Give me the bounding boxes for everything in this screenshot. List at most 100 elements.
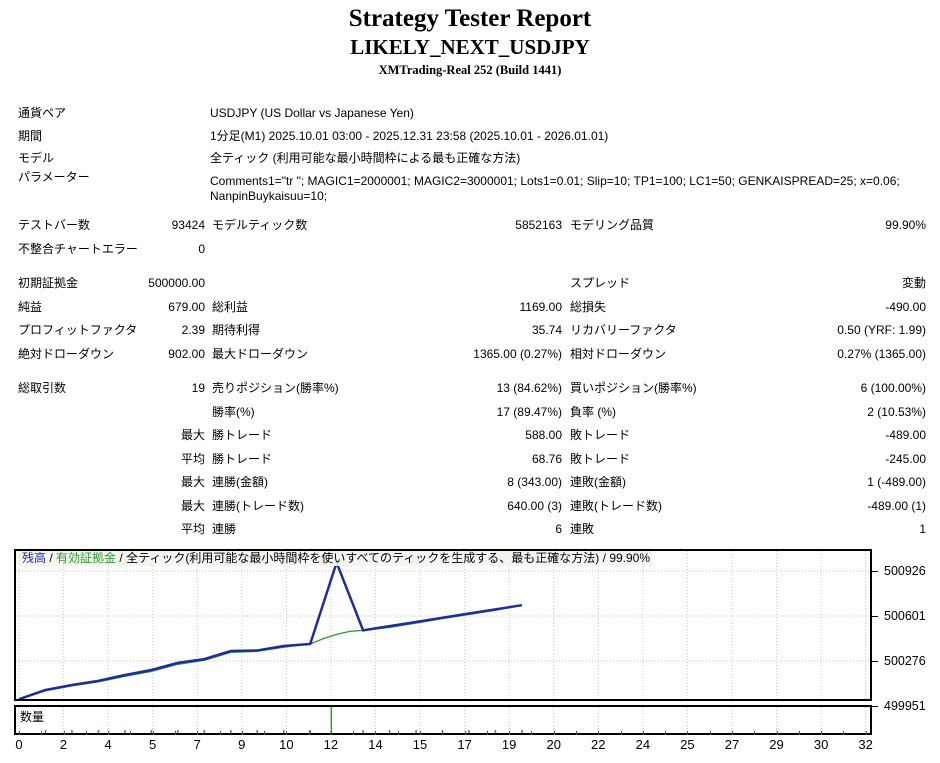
- stats-cell: スプレッド: [570, 276, 631, 290]
- legend-separator: /: [46, 551, 57, 565]
- x-axis-tick: [642, 731, 644, 735]
- stats-cell: モデリング品質: [570, 218, 655, 232]
- x-axis-tick: [286, 731, 288, 735]
- stats-cell: 99.90%: [885, 218, 926, 232]
- stats-cell: 0.27% (1365.00): [837, 346, 926, 361]
- stats-cell: -490.00: [885, 299, 926, 314]
- stats-cell: 6 (100.00%): [860, 381, 926, 395]
- x-axis: 0 2 4 5 7 9 10 12 14 15 17 19 20 22 24 25 27 29 30 32: [0, 549, 940, 752]
- y-axis-label: 499951: [884, 699, 926, 713]
- stats-cell: 連敗: [570, 522, 595, 536]
- stats-row: 平均 連勝 6 連敗 1: [0, 518, 940, 542]
- stats-row: 純益 679.00 総利益 1169.00 総損失 -490.00: [0, 296, 940, 320]
- stats-cell: -489.00 (1): [867, 498, 926, 513]
- x-axis-tick: [731, 731, 733, 735]
- x-axis-tick: [63, 731, 65, 735]
- chart-legend: 残高 / 有効証拠金 / 全ティック(利用可能な最小時間枠を使いすべてのティック…: [20, 551, 653, 566]
- x-axis-tick: [264, 731, 266, 735]
- stats-cell: 純益: [18, 299, 43, 314]
- balance-chart-panel: 残高 / 有効証拠金 / 全ティック(利用可能な最小時間枠を使いすべてのティック…: [14, 549, 872, 701]
- x-axis-tick: [620, 731, 622, 735]
- x-axis-label: 30: [813, 737, 829, 752]
- stats-cell: 総損失: [570, 299, 607, 314]
- stats-cell: テストバー数: [18, 218, 91, 232]
- info-table: 通貨ペア USDJPY (US Dollar vs Japanese Yen) 期間…: [0, 102, 940, 207]
- y-axis-tick: [872, 571, 878, 572]
- info-value: USDJPY (US Dollar vs Japanese Yen): [210, 106, 414, 120]
- x-axis-tick: [464, 731, 466, 735]
- x-axis-tick: [531, 731, 533, 735]
- stats-cell: 変動: [901, 276, 926, 290]
- x-axis-label: 12: [323, 737, 339, 752]
- x-axis-tick: [397, 731, 399, 735]
- stats-cell: 5852163: [515, 218, 562, 232]
- legend-item: 全ティック(利用可能な最小時間枠を使いすべてのティックを生成する、最も正確な方法…: [126, 551, 600, 565]
- stats-cell: 相対ドローダウン: [570, 346, 667, 361]
- stats-cell: 588.00: [525, 428, 562, 442]
- stats-cell: 19: [191, 381, 205, 395]
- x-axis-tick: [598, 731, 600, 735]
- x-axis-tick: [241, 731, 243, 735]
- y-axis: 500926 500601 500276 499951: [872, 549, 940, 719]
- stats-cell: 勝トレード: [212, 451, 273, 466]
- stats-row: 総取引数 19 売りポジション(勝率%) 13 (84.62%) 買いポジション(勝率%…: [0, 377, 940, 401]
- legend-item: 99.90%: [609, 551, 651, 565]
- stats-cell: 93424: [171, 218, 205, 232]
- stats-cell: 最大: [180, 428, 205, 442]
- stats-cell: 不整合チャートエラー: [18, 241, 138, 256]
- y-axis-label: 500601: [884, 609, 926, 623]
- x-axis-label: 7: [193, 737, 201, 752]
- x-axis-tick: [308, 731, 310, 735]
- stats-cell: 連勝(金額): [212, 475, 268, 489]
- x-axis-label: 14: [368, 737, 383, 752]
- x-axis-label: 17: [457, 737, 472, 752]
- stats-cell: 1: [919, 522, 926, 536]
- x-axis-tick: [130, 731, 132, 735]
- stats-cell: 連勝: [212, 522, 237, 536]
- stats-cell: 初期証拠金: [18, 276, 79, 290]
- x-axis-tick: [375, 731, 377, 735]
- x-axis-tick: [174, 731, 176, 735]
- stats-cell: モデルティック数: [212, 218, 308, 232]
- y-axis-label: 500926: [884, 564, 926, 578]
- info-row: 期間 1分足(M1) 2025.10.01 03:00 - 2025.12.31 …: [0, 125, 940, 148]
- x-axis-tick: [353, 731, 355, 735]
- x-axis-label: 2: [59, 737, 68, 752]
- x-axis-tick: [798, 731, 800, 735]
- x-axis-tick: [576, 731, 577, 735]
- info-label: 期間: [18, 128, 43, 143]
- x-axis-tick: [197, 731, 199, 735]
- x-axis-tick: [420, 731, 422, 735]
- stats-row: 最大 連勝(金額) 8 (343.00) 連敗(金額) 1 (-489.00): [0, 471, 940, 495]
- stats-row: プロフィットファクタ 2.39 期待利得 35.74 リカバリーファクタ 0.50 (YR…: [0, 319, 940, 343]
- info-row: 通貨ペア USDJPY (US Dollar vs Japanese Yen): [0, 102, 940, 125]
- stats-cell: プロフィットファクタ: [18, 323, 138, 337]
- info-label: 通貨ペア: [18, 106, 67, 120]
- y-axis-tick: [872, 616, 878, 617]
- stats-row: 平均 勝トレード 68.76 敗トレード -245.00: [0, 448, 940, 472]
- info-value: 全ティック (利用可能な最小時間枠による最も正確な方法): [210, 151, 521, 165]
- stats-cell: 絶対ドローダウン: [18, 346, 115, 361]
- stats-row: 不整合チャートエラー 0: [0, 238, 940, 262]
- x-axis-label: 9: [238, 737, 246, 752]
- stats-cell: 敗トレード: [570, 428, 631, 442]
- stats-cell: 最大ドローダウン: [212, 346, 309, 361]
- x-axis-tick: [486, 731, 488, 735]
- stats-cell: 1365.00 (0.27%): [473, 346, 562, 361]
- stats-cell: 68.76: [531, 451, 562, 466]
- legend-item: 残高: [22, 551, 47, 565]
- stats-cell: 902.00: [168, 346, 205, 361]
- stats-cell: 総利益: [212, 299, 249, 314]
- x-axis-tick: [219, 731, 221, 735]
- stats-cell: 最大: [180, 498, 205, 513]
- volume-chart: [18, 707, 867, 733]
- x-axis-label: 5: [149, 737, 157, 752]
- stats-cell: 連勝(トレード数): [212, 498, 304, 513]
- stats-cell: 連敗(トレード数): [570, 498, 662, 513]
- x-axis-label: 29: [769, 737, 784, 752]
- x-axis-tick: [152, 731, 154, 735]
- x-axis-label: 32: [858, 737, 873, 752]
- y-axis-tick: [872, 706, 878, 707]
- stats-cell: 連敗(金額): [570, 475, 626, 489]
